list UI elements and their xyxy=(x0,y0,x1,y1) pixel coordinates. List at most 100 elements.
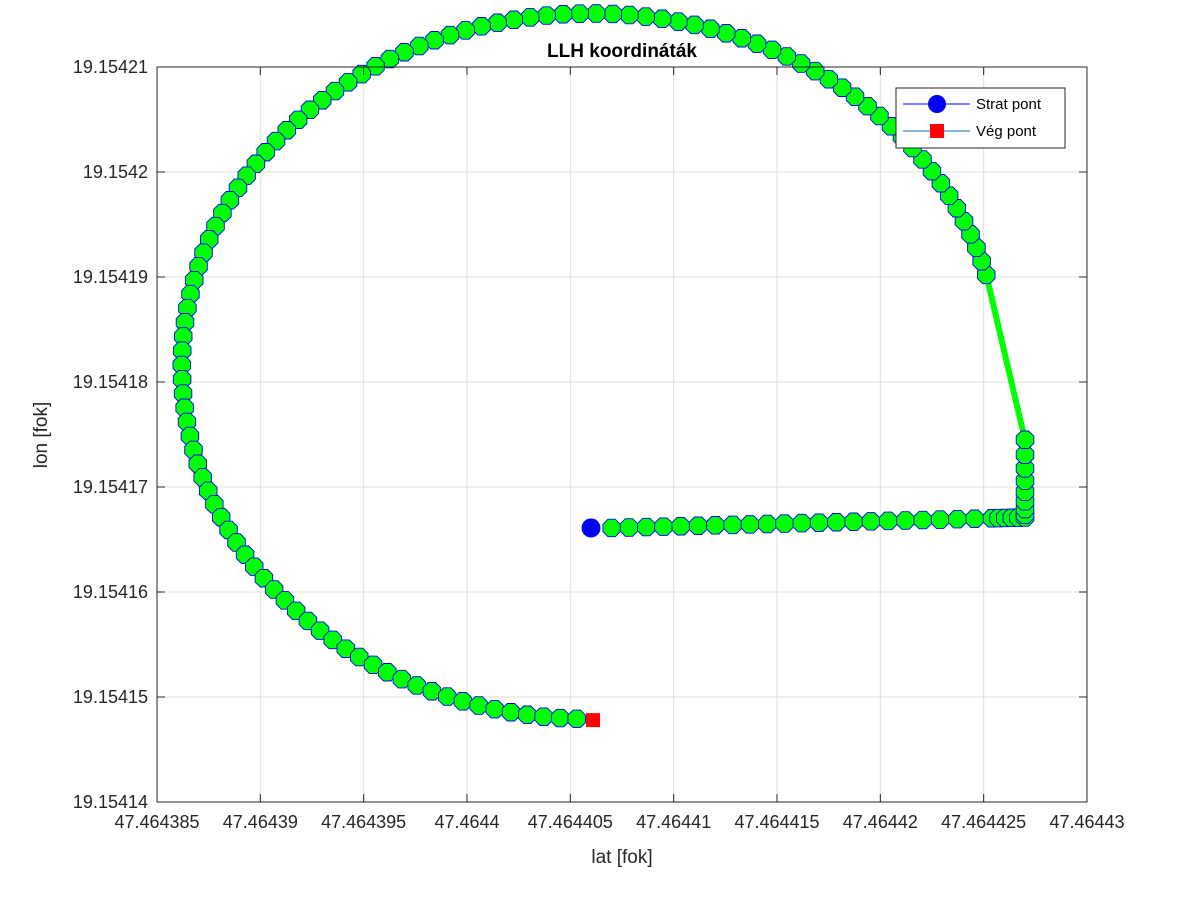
x-tick-label: 47.464395 xyxy=(321,812,406,832)
y-tick-label: 19.15416 xyxy=(73,582,148,602)
trajectory-point xyxy=(520,8,540,27)
x-tick-label: 47.464425 xyxy=(941,812,1026,832)
trajectory-point xyxy=(504,10,523,30)
trajectory-point xyxy=(485,699,504,719)
trajectory-point xyxy=(685,15,704,35)
start-point-marker xyxy=(581,518,601,538)
trajectory-point xyxy=(407,676,426,695)
trajectory-point xyxy=(723,515,742,535)
trajectory-point xyxy=(977,265,996,285)
y-tick-label: 19.1542 xyxy=(83,162,148,182)
trajectory-point xyxy=(472,17,491,36)
y-tick-label: 19.15415 xyxy=(73,687,148,707)
trajectory-point xyxy=(792,513,812,533)
trajectory-point xyxy=(425,31,444,50)
trajectory-point xyxy=(758,514,777,534)
trajectory-point xyxy=(300,100,320,120)
x-tick-label: 47.4644 xyxy=(434,812,499,832)
axes-box xyxy=(156,66,1088,803)
trajectory-point xyxy=(740,515,760,534)
trajectory-point xyxy=(380,49,400,69)
trajectory-point xyxy=(395,43,414,62)
plot-area xyxy=(172,4,1035,729)
trajectory-point xyxy=(716,24,736,43)
legend-end-label: Vég pont xyxy=(976,123,1037,140)
x-tick-label: 47.46443 xyxy=(1049,812,1124,832)
trajectory-point xyxy=(654,517,673,536)
trajectory-point xyxy=(586,4,606,23)
trajectory-point xyxy=(669,12,688,31)
trajectory-point xyxy=(570,4,589,23)
x-tick-label: 47.464385 xyxy=(114,812,199,832)
y-axis-label: lon [fok] xyxy=(31,402,52,469)
x-tick-label: 47.464405 xyxy=(528,812,613,832)
trajectory-point xyxy=(637,517,656,537)
y-tick-label: 19.15417 xyxy=(73,477,148,497)
legend-start-marker xyxy=(928,95,946,113)
trajectory-point xyxy=(844,512,863,532)
grid xyxy=(157,67,1087,802)
x-tick-label: 47.46442 xyxy=(843,812,918,832)
ticks: 47.464385 47.46439 47.464395 47.4644 47.4644… xyxy=(73,57,1125,832)
x-tick-label: 47.46439 xyxy=(223,812,298,832)
trajectory-point xyxy=(809,513,829,532)
trajectory-point xyxy=(350,647,369,667)
trajectory-point xyxy=(671,516,691,536)
trajectory-point xyxy=(534,707,553,726)
trajectory-point xyxy=(1015,430,1035,449)
trajectory-point xyxy=(438,687,457,706)
trajectory-point xyxy=(392,669,412,689)
trajectory-point xyxy=(732,29,751,48)
trajectory-point xyxy=(553,5,573,24)
trajectory-point xyxy=(775,514,794,533)
trajectory-point xyxy=(620,5,639,25)
legend-box xyxy=(895,87,1066,149)
trajectory-point xyxy=(602,518,621,538)
trajectory-point xyxy=(422,682,442,701)
trajectory-point xyxy=(550,708,570,728)
trajectory-point xyxy=(410,36,429,56)
trajectory-point xyxy=(1015,459,1035,478)
trajectory-point xyxy=(827,513,846,532)
trajectory-point xyxy=(440,25,460,45)
trajectory-point xyxy=(501,703,521,722)
trajectory-point xyxy=(896,511,915,530)
trajectory-point xyxy=(488,13,507,33)
trajectory-point xyxy=(706,516,725,535)
trajectory-point xyxy=(298,611,318,631)
trajectory-point xyxy=(469,696,488,715)
y-tick-label: 19.15419 xyxy=(73,267,148,287)
chart-title: LLH koordináták xyxy=(547,41,697,62)
trajectory-point xyxy=(603,4,622,24)
trajectory-point xyxy=(310,621,330,640)
trajectory-point xyxy=(338,73,358,92)
trajectory-point xyxy=(636,7,655,26)
trajectory-point xyxy=(948,509,967,529)
trajectory-point xyxy=(456,21,475,40)
trajectory-point xyxy=(325,81,345,101)
trajectory-point xyxy=(652,9,672,29)
trajectory-point xyxy=(323,630,342,650)
trajectory-point xyxy=(567,709,586,729)
legend-end-marker xyxy=(930,124,944,138)
trajectory-point xyxy=(965,509,984,528)
trajectory-point xyxy=(537,6,556,25)
trajectory-point xyxy=(701,19,720,39)
end-point-marker xyxy=(586,713,601,728)
legend: Strat pont Vég pont xyxy=(895,87,1066,149)
trajectory-point xyxy=(930,510,950,529)
x-axis-label: lat [fok] xyxy=(591,847,652,868)
legend-start-label: Strat pont xyxy=(976,96,1042,113)
x-tick-label: 47.464415 xyxy=(734,812,819,832)
trajectory-point xyxy=(688,516,708,535)
trajectory-point xyxy=(878,511,898,531)
y-tick-label: 19.15414 xyxy=(73,792,148,812)
x-tick-label: 47.46441 xyxy=(636,812,711,832)
trajectory-point xyxy=(366,57,385,76)
y-tick-label: 19.15421 xyxy=(73,57,148,77)
trajectory-point xyxy=(861,512,881,531)
trajectory-point xyxy=(313,90,332,110)
trajectory-point xyxy=(363,655,383,675)
trajectory-point xyxy=(453,692,473,711)
